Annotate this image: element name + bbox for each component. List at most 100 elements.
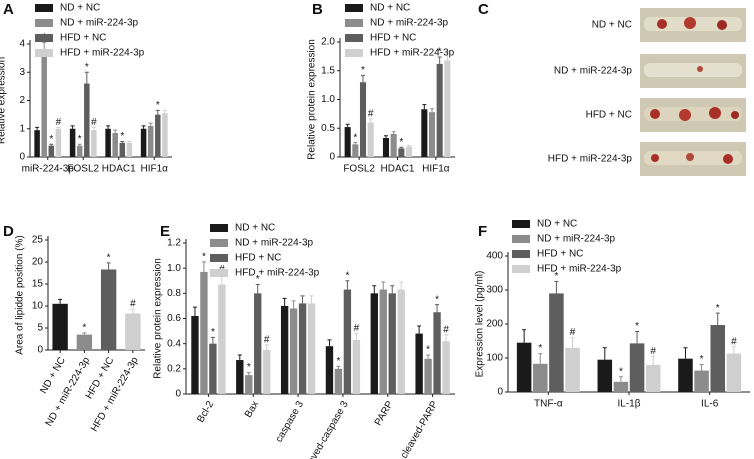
image [651,154,659,162]
legend-swatch [35,19,53,27]
y-tick-label: 0.2 [167,363,181,374]
panel-label: B [312,1,323,18]
x-tick-label: HIF1α [141,164,169,175]
error-bar [35,126,40,131]
image [697,66,703,72]
x-tick-label: HDAC1 [381,164,415,175]
legend-label: ND + miR-224-3p [537,234,616,245]
x-tick-label: FOSL2 [67,164,99,175]
bar [191,315,199,394]
bar [398,148,405,157]
y-tick-label: 100 [486,353,503,364]
significance-marker: # [130,299,136,310]
bar [433,312,441,394]
bar [52,303,68,350]
bar [397,289,405,394]
significance-marker: * [619,366,623,377]
significance-marker: * [156,100,160,111]
bar [126,142,133,157]
y-tick-label: 400 [486,251,503,262]
bar [565,347,580,392]
significance-marker: * [49,134,53,145]
error-bar [522,329,527,343]
image [679,109,691,121]
significance-marker: * [716,303,720,314]
significance-marker: # [650,346,656,357]
tissue-images [640,8,746,176]
significance-marker: * [554,271,558,282]
x-tick-label: IL-1β [618,399,641,410]
error-bar [264,344,269,350]
bar [263,349,271,394]
significance-marker: # [354,323,360,334]
legend-swatch [210,254,228,262]
bar [344,127,351,157]
legend-swatch [345,49,363,57]
error-bar [84,71,89,84]
legend-label: ND + NC [537,219,577,230]
image-label: ND + miR-224-3p [554,66,633,77]
significance-marker: * [345,270,349,281]
legend-swatch [345,34,363,42]
significance-marker: # [91,117,97,128]
bar [41,52,47,157]
legend-label: ND + NC [235,223,275,234]
legend-label: HFD + miR-224-3p [370,48,455,59]
y-tick-label: 5 [37,323,43,334]
bar [125,313,141,350]
bar [533,363,548,392]
significance-marker: # [731,336,737,347]
error-bar [192,306,197,316]
bar [69,128,76,157]
x-tick-label: TNF-α [534,399,563,410]
error-bar [683,347,688,359]
image [644,63,742,77]
y-tick-label: 2 [19,95,25,106]
bar [119,142,126,157]
error-bar [327,339,332,347]
error-bar [437,56,442,64]
legend-label: HFD + NC [60,33,106,44]
bar [516,342,532,392]
significance-marker: # [443,324,449,335]
bar [105,128,111,157]
y-tick-label: 10 [32,301,44,312]
bar [388,293,396,394]
bar [147,125,154,157]
bar [370,293,378,394]
error-bar [291,300,296,309]
y-tick-label: 0.5 [321,123,335,134]
bar [359,82,367,157]
error-bar [602,347,607,360]
legend-label: HFD + NC [235,253,281,264]
bar [200,271,208,394]
error-bar [58,298,63,304]
error-bar [384,135,388,139]
significance-marker: * [256,274,260,285]
x-tick-label: cleaved-caspase 3 [300,399,351,459]
error-bar [300,295,305,304]
error-bar [155,109,160,115]
significance-marker: * [211,327,215,338]
y-tick-label: 0 [175,389,181,400]
legend-swatch [512,250,530,258]
y-tick-label: 0 [329,152,335,163]
bar [694,370,709,392]
error-bar [426,354,431,359]
error-bar [106,125,111,129]
legend-swatch [35,4,53,12]
error-bar [407,145,411,147]
significance-marker: * [247,362,251,373]
error-bar [210,336,215,344]
panel-label: E [160,223,170,240]
error-bar [345,123,350,128]
error-bar [699,363,704,371]
image [684,17,696,29]
bar [428,112,436,157]
error-bar [127,140,132,143]
legend-swatch [512,220,530,228]
significance-marker: * [700,354,704,365]
y-tick-label: 1.5 [321,65,335,76]
bar [629,343,645,392]
significance-marker: * [78,134,82,145]
